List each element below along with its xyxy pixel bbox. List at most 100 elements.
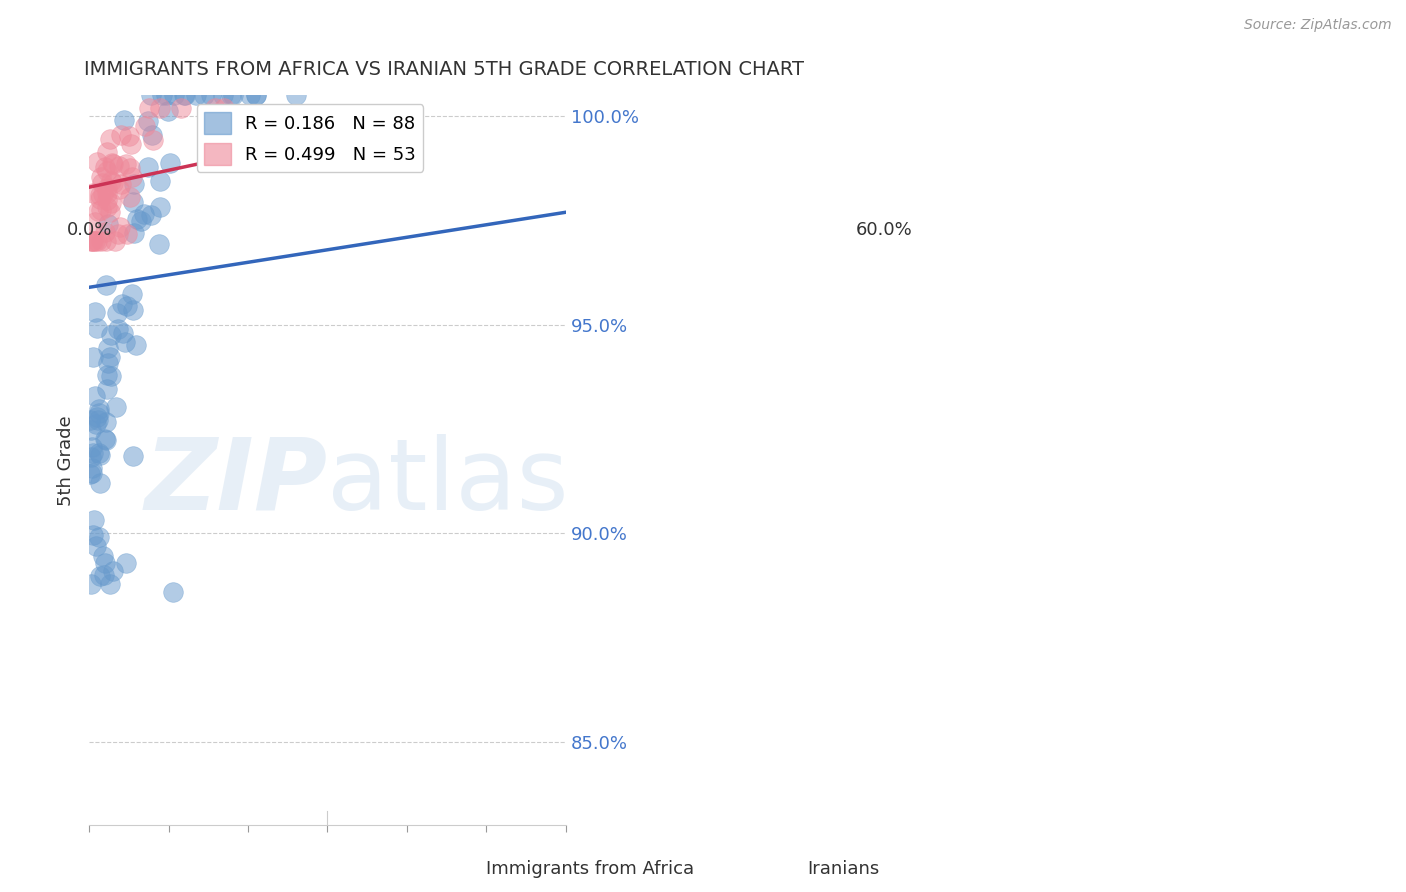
pink — [89, 187, 111, 202]
blue — [186, 88, 208, 103]
pink — [100, 195, 122, 210]
blue — [100, 368, 122, 383]
pink — [89, 192, 111, 206]
pink — [90, 202, 112, 217]
pink — [103, 235, 125, 249]
pink — [98, 204, 121, 219]
pink — [103, 157, 125, 171]
pink — [90, 169, 112, 184]
pink — [107, 227, 129, 242]
blue — [284, 88, 307, 103]
blue — [97, 217, 120, 231]
pink — [170, 101, 193, 115]
blue — [174, 88, 197, 103]
Text: ZIP: ZIP — [145, 434, 328, 531]
pink — [96, 163, 118, 178]
pink — [98, 132, 121, 146]
pink — [86, 154, 108, 169]
pink — [82, 186, 104, 201]
blue — [82, 528, 104, 542]
blue — [98, 576, 121, 591]
Text: 0.0%: 0.0% — [66, 221, 111, 239]
pink — [101, 156, 124, 170]
pink — [114, 157, 136, 171]
blue — [80, 467, 103, 481]
blue — [94, 556, 117, 570]
blue — [122, 178, 145, 192]
blue — [80, 423, 103, 437]
pink — [96, 145, 118, 160]
Text: IMMIGRANTS FROM AFRICA VS IRANIAN 5TH GRADE CORRELATION CHART: IMMIGRANTS FROM AFRICA VS IRANIAN 5TH GR… — [84, 60, 804, 78]
pink — [96, 193, 118, 207]
blue — [89, 476, 111, 491]
blue — [87, 401, 110, 416]
blue — [97, 341, 120, 355]
pink — [94, 235, 117, 249]
blue — [122, 450, 145, 464]
pink — [84, 235, 107, 249]
blue — [87, 413, 110, 427]
blue — [80, 450, 103, 465]
blue — [89, 530, 111, 544]
blue — [97, 356, 120, 370]
blue — [87, 445, 110, 459]
blue — [127, 211, 149, 226]
pink — [82, 235, 104, 249]
blue — [136, 160, 159, 174]
blue — [86, 539, 108, 553]
Text: Immigrants from Africa: Immigrants from Africa — [486, 860, 695, 878]
pink — [118, 189, 141, 203]
blue — [173, 88, 195, 103]
blue — [80, 576, 103, 591]
Text: atlas: atlas — [328, 434, 569, 531]
blue — [82, 440, 104, 454]
blue — [245, 88, 267, 103]
pink — [96, 181, 118, 195]
blue — [96, 368, 118, 383]
blue — [245, 88, 267, 103]
blue — [87, 405, 110, 419]
pink — [121, 170, 143, 185]
pink — [149, 101, 172, 115]
pink — [212, 101, 235, 115]
blue — [121, 195, 143, 210]
blue — [82, 445, 104, 459]
blue — [83, 513, 105, 527]
pink — [94, 226, 117, 240]
blue — [124, 338, 146, 352]
blue — [221, 88, 243, 103]
Text: Source: ZipAtlas.com: Source: ZipAtlas.com — [1244, 18, 1392, 32]
blue — [93, 549, 115, 563]
pink — [80, 235, 103, 249]
Legend: R = 0.186   N = 88, R = 0.499   N = 53: R = 0.186 N = 88, R = 0.499 N = 53 — [197, 104, 423, 172]
blue — [86, 409, 108, 424]
pink — [118, 161, 141, 175]
blue — [105, 401, 128, 415]
Text: Iranians: Iranians — [807, 860, 880, 878]
blue — [239, 88, 262, 103]
blue — [141, 128, 163, 142]
blue — [105, 305, 128, 319]
blue — [149, 174, 172, 188]
blue — [219, 88, 242, 103]
pink — [108, 219, 131, 234]
blue — [93, 568, 115, 582]
pink — [118, 128, 141, 143]
blue — [132, 207, 155, 221]
Text: 60.0%: 60.0% — [855, 221, 912, 239]
pink — [91, 176, 114, 190]
blue — [141, 88, 163, 103]
blue — [155, 88, 177, 103]
pink — [84, 215, 107, 229]
blue — [211, 88, 233, 103]
pink — [115, 227, 138, 241]
pink — [96, 200, 118, 214]
pink — [204, 101, 226, 115]
blue — [82, 351, 104, 365]
blue — [94, 432, 117, 446]
pink — [87, 204, 110, 219]
pink — [93, 187, 115, 202]
pink — [90, 235, 112, 249]
blue — [129, 213, 152, 227]
blue — [162, 585, 184, 599]
